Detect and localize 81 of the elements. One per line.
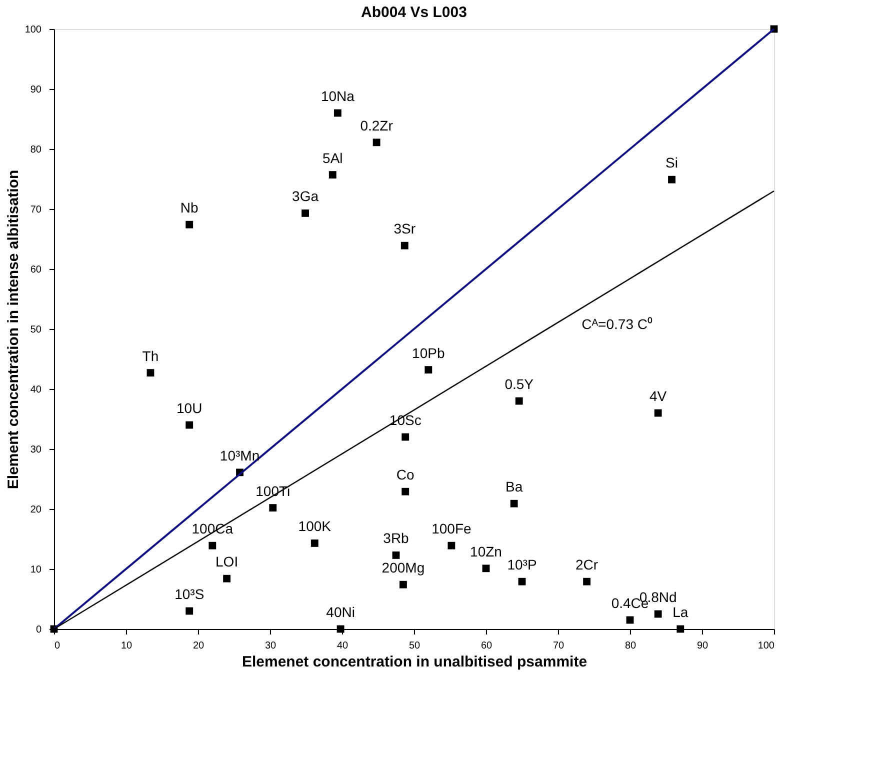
point — [402, 488, 410, 496]
y-tick-label: 40 — [30, 384, 42, 396]
annotation: 100Fe — [432, 520, 472, 537]
y-tick-label: 100 — [24, 24, 42, 36]
y-tick-label: 90 — [30, 84, 42, 96]
point — [424, 366, 432, 374]
point — [654, 610, 662, 618]
annotation: Si — [666, 154, 678, 171]
point — [392, 551, 400, 559]
x-tick-label: 60 — [480, 640, 492, 652]
point — [334, 109, 342, 117]
x-tick-label: 10 — [120, 640, 132, 652]
x-tick-label: 70 — [552, 640, 564, 652]
x-tick-label: 40 — [336, 640, 348, 652]
x-tick-label: 100 — [758, 640, 775, 652]
annotation: 3Ga — [292, 188, 319, 204]
annotation: 4V — [650, 388, 668, 404]
annotation: Th — [142, 348, 159, 364]
point — [223, 574, 231, 582]
point — [676, 625, 684, 633]
annotation: 10³P — [507, 556, 537, 573]
annotation: 0.2Zr — [360, 117, 394, 134]
y-axis-title: Element concentration in intense albitisation — [4, 170, 22, 490]
x-tick-label: 0 — [54, 640, 60, 652]
annotation: 100K — [298, 518, 332, 534]
annotation: 10³S — [174, 586, 204, 602]
point — [310, 539, 318, 547]
point — [448, 542, 456, 550]
point — [399, 580, 407, 588]
y-tick-label: 80 — [30, 144, 42, 156]
annotation: 0.5Y — [504, 376, 534, 392]
annotation: LOI — [216, 554, 238, 570]
annotation: 3Rb — [383, 530, 410, 546]
point — [583, 578, 591, 586]
annotation: 10Na — [320, 88, 355, 104]
annotation: 200Mg — [382, 560, 425, 576]
x-axis-title: Elemenet concentration in unalbitised psammite — [242, 654, 588, 670]
point — [482, 564, 490, 572]
chart-title: Ab004 Vs L003 — [361, 4, 467, 21]
point — [372, 138, 380, 146]
point — [336, 625, 344, 633]
y-tick-label: 60 — [30, 264, 42, 276]
annotation: 3Sr — [394, 220, 416, 237]
x-tick-label: 50 — [408, 640, 420, 652]
point — [402, 433, 410, 441]
point — [510, 500, 518, 508]
point — [400, 242, 408, 250]
point — [668, 176, 676, 184]
point — [654, 409, 662, 417]
x-tick-label: 90 — [696, 640, 708, 652]
annotation: Cᴬ=0.73 C⁰ — [582, 316, 652, 332]
point — [302, 209, 309, 217]
y-tick-label: 0 — [36, 624, 42, 636]
annotation: 2Cr — [576, 556, 598, 573]
point — [328, 171, 336, 179]
x-tick-label: 20 — [192, 640, 204, 652]
point — [515, 397, 523, 405]
point — [518, 578, 526, 586]
y-tick-label: 30 — [30, 444, 42, 456]
y-tick-label: 50 — [30, 324, 42, 336]
point — [146, 369, 154, 377]
x-tick-label: 80 — [624, 640, 636, 652]
annotation: 10Pb — [412, 344, 445, 361]
annotation: 10Zn — [470, 543, 502, 560]
annotation: La — [672, 604, 688, 620]
x-tick-label: 30 — [264, 640, 276, 652]
annotation: Ba — [506, 478, 523, 495]
annotation: 10³Mn — [220, 447, 260, 464]
y-tick-label: 10 — [30, 564, 42, 576]
annotation: 5Al — [322, 150, 343, 166]
annotation: 40Ni — [326, 604, 355, 620]
point — [208, 542, 216, 550]
point — [186, 220, 194, 228]
y-tick-label: 70 — [30, 204, 42, 216]
annotation: 10U — [176, 400, 202, 416]
point — [269, 504, 277, 512]
point — [186, 607, 194, 615]
annotation: Nb — [180, 200, 199, 216]
annotation: Co — [396, 466, 415, 483]
point — [186, 421, 194, 429]
y-tick-label: 20 — [30, 504, 42, 516]
